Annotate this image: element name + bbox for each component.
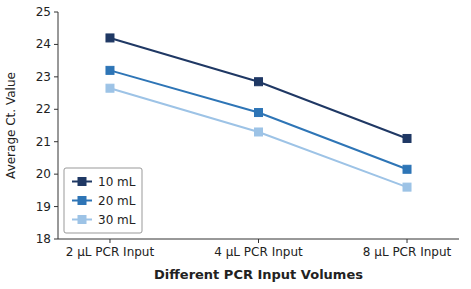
x-tick-label: 8 μL PCR Input [363, 245, 452, 259]
data-point [255, 78, 263, 86]
y-tick [54, 239, 58, 240]
legend-box [64, 168, 142, 233]
y-tick [54, 174, 58, 175]
data-point [106, 34, 114, 42]
chart-svg: 18 19 20 21 22 23 24 25 2 μL PCR Input 4 μL PCR I… [0, 0, 471, 289]
x-tick-label: 2 μL PCR Input [66, 245, 155, 259]
data-point [106, 84, 114, 92]
y-tick [54, 12, 58, 13]
y-tick-label: 22 [36, 102, 51, 116]
y-axis-label: Average Ct. Value [4, 72, 18, 179]
y-tick-label: 19 [36, 200, 51, 214]
data-point [255, 128, 263, 136]
y-tick-label: 25 [36, 5, 51, 19]
axes: 18 19 20 21 22 23 24 25 2 μL PCR Input 4 μL PCR I… [36, 5, 459, 259]
y-tick [54, 44, 58, 45]
series-line [110, 38, 407, 139]
series-line [110, 88, 407, 187]
x-tick-label: 4 μL PCR Input [214, 245, 303, 259]
y-tick-label: 18 [36, 232, 51, 246]
y-tick [54, 76, 58, 77]
x-axis-label: Different PCR Input Volumes [154, 267, 363, 282]
data-point [403, 134, 411, 142]
y-tick-label: 24 [36, 37, 51, 51]
legend-marker [78, 178, 86, 186]
plot-area [106, 34, 411, 191]
x-tick [109, 239, 110, 243]
y-tick [54, 206, 58, 207]
series-line [110, 70, 407, 169]
y-tick [54, 141, 58, 142]
legend: 10 mL 20 mL 30 mL [64, 168, 142, 233]
data-point [403, 183, 411, 191]
y-tick [54, 109, 58, 110]
x-tick [258, 239, 259, 243]
data-point [106, 66, 114, 74]
y-tick-label: 21 [36, 135, 51, 149]
legend-label: 30 mL [98, 213, 136, 227]
legend-marker [78, 197, 86, 205]
x-tick [407, 239, 408, 243]
data-point [255, 109, 263, 117]
y-axis-line [58, 12, 59, 239]
data-point [403, 165, 411, 173]
legend-label: 10 mL [98, 175, 136, 189]
y-tick-label: 20 [36, 167, 51, 181]
chart-container: 18 19 20 21 22 23 24 25 2 μL PCR Input 4 μL PCR I… [0, 0, 471, 289]
legend-label: 20 mL [98, 194, 136, 208]
legend-marker [78, 216, 86, 224]
y-tick-label: 23 [36, 70, 51, 84]
